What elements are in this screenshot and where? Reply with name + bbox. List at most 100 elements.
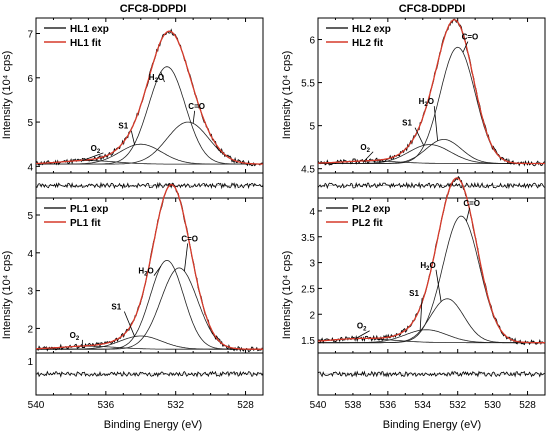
y-tick-label: 5 xyxy=(27,118,33,129)
peak-arrow xyxy=(153,265,162,276)
peak-label-co: C=O xyxy=(463,199,480,208)
series-fit-line xyxy=(36,184,263,350)
panel-pl2: 1.5 2 2.5 3 3.5 4 540 538 536 534 532 530 528 PL2 exp… xyxy=(301,175,546,411)
peak-label-subscript: 2 xyxy=(367,148,371,154)
x-axis-label-left: Binding Energy (eV) xyxy=(104,419,202,431)
col-title-right: CFC8-DDPDI xyxy=(399,3,466,15)
peak-arrow xyxy=(466,207,471,222)
peak-arrow xyxy=(184,243,189,272)
residual-line xyxy=(317,181,546,190)
peak-arrow xyxy=(123,311,136,337)
peak-label-s1: S1 xyxy=(409,289,419,298)
peak-label-s1: S1 xyxy=(402,119,412,128)
y-tick-label: 3.5 xyxy=(301,233,315,244)
peak-label-suffix: O xyxy=(158,73,164,82)
y-tick-label: 1.5 xyxy=(301,336,315,347)
x-tick-label: 532 xyxy=(167,400,184,411)
legend-label-fit: PL2 fit xyxy=(352,218,383,229)
x-tick-label: 538 xyxy=(345,400,362,411)
peak-label-s1: S1 xyxy=(118,122,128,131)
residual-line xyxy=(35,181,264,190)
y-tick-label: 6 xyxy=(309,36,315,47)
series-fit-line xyxy=(36,30,263,165)
x-tick-label: 540 xyxy=(310,400,327,411)
peak-arrow xyxy=(355,330,370,339)
y-tick-label: 2.5 xyxy=(301,284,315,295)
peak-label-co: C=O xyxy=(462,33,479,42)
peak-label-subscript: 2 xyxy=(426,266,430,272)
legend-label-exp: PL1 exp xyxy=(70,204,108,215)
legend-label-exp: PL2 exp xyxy=(352,204,390,215)
y-tick-label: 6 xyxy=(27,74,33,85)
peak-label-h2o: H2O xyxy=(138,267,153,278)
y-tick-label: 5 xyxy=(309,122,315,133)
legend-label-fit: HL2 fit xyxy=(352,38,384,49)
residual-line xyxy=(317,370,545,378)
y-tick-label: 5 xyxy=(27,211,33,222)
peak-arrow xyxy=(435,269,442,302)
peak-label-subscript: 2 xyxy=(155,78,159,84)
legend-label-exp: HL1 exp xyxy=(70,24,109,35)
y-tick-label: 3 xyxy=(27,287,33,298)
peak-label-subscript: 2 xyxy=(144,272,148,278)
series-fit-line xyxy=(318,19,545,165)
peak-label-o2: O2 xyxy=(360,143,370,154)
peak-label-suffix: O xyxy=(428,97,434,106)
residual-y-tick-label: 1 xyxy=(27,357,33,368)
x-tick-label: 540 xyxy=(28,400,45,411)
component-peak-co xyxy=(318,215,545,344)
y-axis-label-hl2: Intensity (10⁴ cps) xyxy=(281,51,293,139)
y-tick-label: 5.5 xyxy=(301,79,315,90)
peak-arrow xyxy=(130,130,136,146)
peak-label-subscript: 2 xyxy=(363,327,367,333)
peak-arrow xyxy=(433,106,439,141)
x-tick-label: 530 xyxy=(484,400,501,411)
series-exp-line xyxy=(35,28,264,167)
peak-label-co: C=O xyxy=(188,102,205,111)
peak-label-subscript: 2 xyxy=(97,149,101,155)
component-peak-s1 xyxy=(318,144,545,164)
peak-arrow xyxy=(419,298,423,331)
x-axis-label-right: Binding Energy (eV) xyxy=(383,419,481,431)
x-tick-label: 528 xyxy=(237,400,254,411)
y-tick-label: 2 xyxy=(27,324,33,335)
legend-label-fit: HL1 fit xyxy=(70,38,102,49)
component-peak-h2o xyxy=(318,139,545,164)
y-tick-label: 7 xyxy=(27,30,33,41)
x-tick-label: 536 xyxy=(380,400,397,411)
y-axis-label-pl2: Intensity (10⁴ cps) xyxy=(281,251,293,339)
peak-label-h2o: H2O xyxy=(420,261,435,272)
y-tick-label: 2 xyxy=(309,310,315,321)
peak-arrow xyxy=(462,41,469,53)
residual-line xyxy=(35,370,264,378)
peak-label-s1: S1 xyxy=(111,303,121,312)
peak-arrow xyxy=(82,152,104,162)
peak-label-o2: O2 xyxy=(357,322,367,333)
peak-label-suffix: O xyxy=(429,261,435,270)
y-tick-label: 4 xyxy=(309,207,315,218)
x-tick-label: 528 xyxy=(519,400,536,411)
peak-label-suffix: O xyxy=(147,267,153,276)
peak-label-o2: O2 xyxy=(70,331,80,342)
peak-arrow xyxy=(414,127,425,146)
peak-label-o2: O2 xyxy=(91,144,101,155)
peak-label-co: C=O xyxy=(181,234,198,243)
y-tick-label: 3 xyxy=(309,259,315,270)
legend-label-exp: HL2 exp xyxy=(352,24,391,35)
y-tick-label: 4 xyxy=(27,249,33,260)
y-axis-label-pl1: Intensity (10⁴ cps) xyxy=(1,251,13,339)
peak-arrow xyxy=(192,110,196,124)
y-tick-label: 4 xyxy=(27,162,33,173)
x-tick-label: 536 xyxy=(98,400,115,411)
legend-label-fit: PL1 fit xyxy=(70,218,101,229)
y-axis-label-hl1: Intensity (10⁴ cps) xyxy=(1,51,13,139)
peak-arrow xyxy=(160,71,165,83)
peak-label-h2o: H2O xyxy=(149,73,164,84)
col-title-left: CFC8-DDPDI xyxy=(120,3,187,15)
y-tick-label: 4.5 xyxy=(301,165,315,176)
peak-label-h2o: H2O xyxy=(419,97,434,108)
